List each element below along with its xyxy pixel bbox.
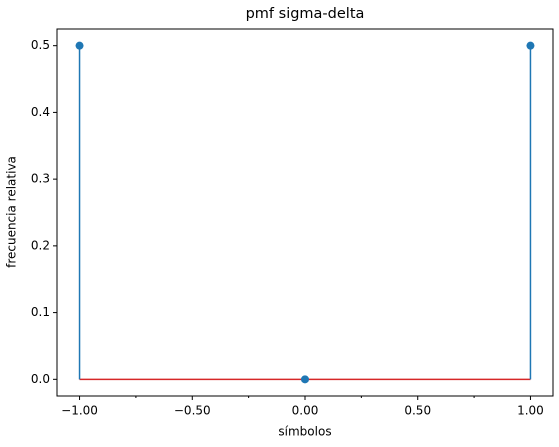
marker (301, 375, 309, 384)
y-tick-label: 0.0 (31, 372, 50, 386)
x-tick-label: 0.50 (404, 404, 431, 418)
chart-title: pmf sigma-delta (246, 6, 365, 22)
y-axis-label: frecuencia relativa (5, 156, 19, 268)
x-tick-label: −0.50 (174, 404, 211, 418)
x-tick-label: 0.00 (292, 404, 319, 418)
y-tick-label: 0.1 (31, 305, 50, 319)
x-axis-label: símbolos (278, 425, 331, 439)
x-tick-label: −1.00 (61, 404, 98, 418)
marker (75, 41, 84, 50)
y-tick-label: 0.4 (31, 105, 50, 119)
y-tick-label: 0.3 (31, 172, 50, 186)
y-tick-label: 0.5 (31, 38, 50, 52)
x-tick-label: 1.00 (517, 404, 544, 418)
plot-frame (56, 28, 554, 397)
y-tick-label: 0.2 (31, 238, 50, 252)
marker (526, 41, 535, 50)
